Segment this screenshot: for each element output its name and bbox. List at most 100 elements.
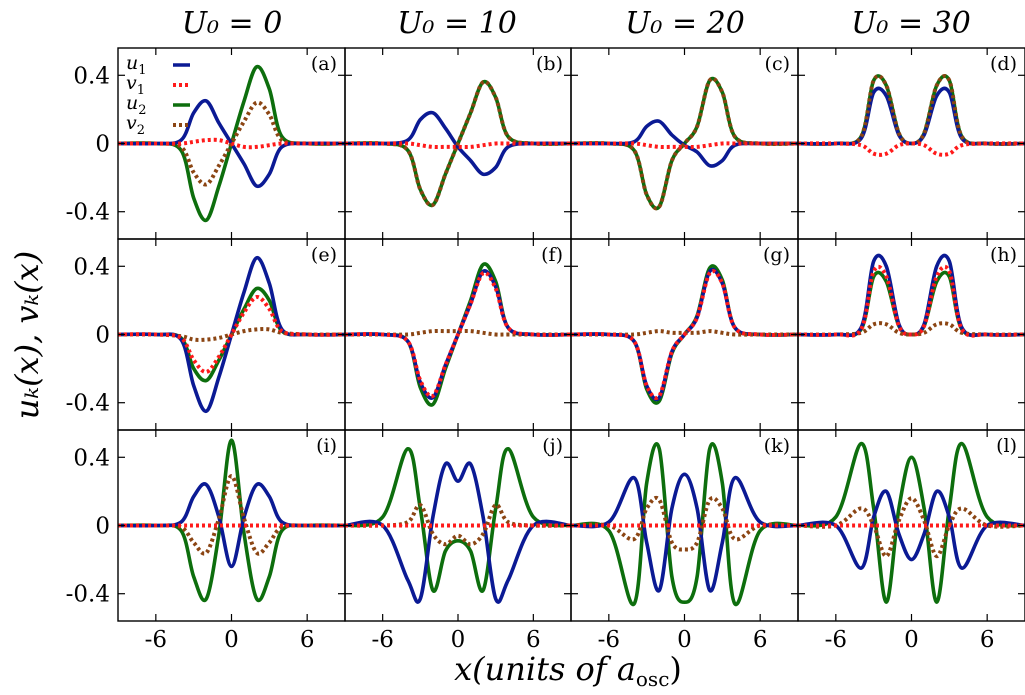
y-tick-label: 0	[95, 132, 110, 158]
y-tick-label: -0.4	[66, 200, 110, 226]
column-title-3: U₀ = 20	[625, 6, 745, 41]
y-tick-label: 0	[95, 514, 110, 540]
panel-label: (d)	[990, 53, 1017, 75]
series-v2	[345, 79, 571, 208]
column-title-4: U₀ = 30	[851, 6, 971, 41]
panel-e: -0.4 0 0.4 (e)	[66, 238, 346, 431]
series-u2	[798, 270, 1025, 338]
y-axis-title: uₖ(x), vₖ(x)	[8, 251, 46, 419]
series-u2	[118, 438, 345, 603]
panel-b: (b)	[344, 47, 572, 240]
panel-label: (g)	[763, 244, 790, 266]
panel-label: (e)	[311, 244, 337, 266]
series-v2	[571, 495, 798, 552]
legend-subscript: 2	[137, 123, 145, 138]
series-group	[345, 262, 571, 407]
x-tick-label: 0	[677, 627, 692, 653]
series-v1	[571, 269, 798, 400]
series-v1	[345, 141, 571, 150]
series-u1	[345, 110, 571, 177]
x-tick-label: -6	[371, 627, 393, 653]
panel-h: (h)	[797, 238, 1025, 431]
x-tick-label: 6	[753, 627, 768, 653]
panel-label: (b)	[536, 53, 563, 75]
series-u1	[345, 461, 571, 604]
series-v2	[118, 473, 345, 556]
x-axis-title-sub: osc	[636, 667, 670, 691]
y-tick-label: 0	[95, 323, 110, 349]
panel-label: (h)	[990, 244, 1017, 266]
series-u1	[798, 86, 1025, 146]
panel-label: (k)	[764, 435, 790, 457]
panel-c: (c)	[570, 47, 799, 240]
panel-g: (g)	[570, 238, 799, 431]
series-group	[571, 264, 798, 405]
column-title-1: U₀ = 0	[182, 6, 283, 41]
x-tick-label: 0	[224, 627, 239, 653]
series-group	[345, 79, 571, 208]
series-v1	[571, 141, 798, 150]
panel-label: (j)	[542, 435, 563, 457]
series-v2	[798, 496, 1025, 559]
y-tick-label: 0.4	[73, 63, 110, 89]
series-v1	[798, 141, 1025, 157]
series-u1	[798, 253, 1025, 338]
series-u2	[571, 441, 798, 606]
series-group	[571, 441, 798, 606]
panel-l: -6 0 6 (l)	[797, 429, 1025, 653]
panel-label: (f)	[541, 244, 563, 266]
series-u2	[798, 441, 1025, 605]
panel-d: (d)	[797, 47, 1025, 240]
series-v2	[345, 502, 571, 547]
panel-j: -6 0 6 (j)	[344, 429, 572, 653]
y-tick-label: -0.4	[66, 391, 110, 417]
x-axis-title-main: x(units of a	[454, 650, 636, 688]
x-axis-title: x(units of aosc)	[454, 650, 682, 691]
panel-f: (f)	[344, 238, 572, 431]
panel-i: -6 0 6 -0.4 0 0.4 (i)	[66, 429, 346, 653]
x-tick-label: 6	[526, 627, 541, 653]
series-group	[798, 253, 1025, 338]
series-v1	[798, 264, 1025, 338]
x-tick-label: 6	[300, 627, 315, 653]
series-group	[798, 74, 1025, 157]
series-group	[571, 76, 798, 211]
y-tick-label: -0.4	[66, 582, 110, 608]
y-tick-label: 0.4	[73, 445, 110, 471]
series-group	[345, 446, 571, 604]
legend-subscript: 1	[138, 63, 146, 78]
series-v2	[345, 328, 571, 337]
legend-subscript: 1	[137, 83, 145, 98]
column-title-2: U₀ = 10	[397, 6, 517, 41]
x-tick-label: 0	[904, 627, 919, 653]
panel-label: (c)	[765, 53, 790, 75]
series-v1	[118, 137, 345, 150]
series-group	[118, 64, 345, 223]
series-u1	[118, 482, 345, 569]
series-u2	[345, 446, 571, 593]
x-tick-label: -6	[145, 627, 167, 653]
x-tick-label: -6	[825, 627, 847, 653]
series-v2	[798, 74, 1025, 146]
panel-k: -6 0 6 (k)	[570, 429, 799, 653]
panel-label: (l)	[996, 435, 1017, 457]
series-group	[118, 256, 345, 413]
x-tick-label: 6	[980, 627, 995, 653]
x-axis-title-end: )	[669, 650, 681, 688]
legend-subscript: 2	[138, 103, 146, 118]
y-tick-label: 0.4	[73, 254, 110, 280]
series-u1	[571, 472, 798, 593]
series-group	[118, 438, 345, 603]
x-tick-label: 0	[451, 627, 466, 653]
series-u2	[798, 74, 1025, 146]
series-v2	[571, 329, 798, 337]
series-group	[798, 441, 1025, 605]
series-v2	[571, 76, 798, 211]
panel-label: (a)	[311, 53, 337, 75]
x-tick-label: -6	[598, 627, 620, 653]
series-u1	[798, 489, 1025, 570]
